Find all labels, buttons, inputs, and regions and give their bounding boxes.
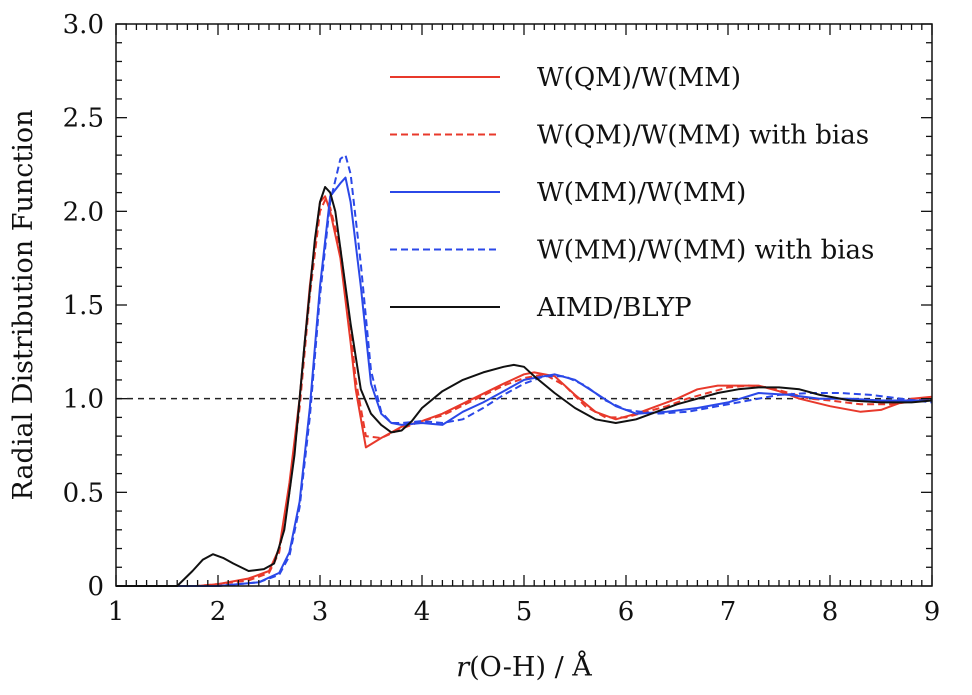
legend-label-2: W(MM)/W(MM) xyxy=(537,178,746,208)
x-tick-label: 4 xyxy=(414,597,431,627)
y-tick-label: 2.0 xyxy=(63,197,104,227)
legend-label-4: AIMD/BLYP xyxy=(536,293,692,323)
x-tick-label: 7 xyxy=(720,597,737,627)
x-tick-label: 8 xyxy=(822,597,839,627)
ticks-layer: 1 2 3 4 5 6 7 8 9 0 0.5 1.0 1.5 2.0 2.5 3.0 xyxy=(63,10,941,627)
x-tick-label: 9 xyxy=(924,597,941,627)
series-layer xyxy=(116,154,933,587)
plot-frame xyxy=(115,23,933,587)
legend-label-0: W(QM)/W(MM) xyxy=(537,63,741,93)
legend-label-3: W(MM)/W(MM) with bias xyxy=(537,236,874,266)
x-axis-label-symbol: r xyxy=(456,652,471,683)
x-tick-label: 6 xyxy=(618,597,635,627)
legend: W(QM)/W(MM) W(QM)/W(MM) with bias W(MM)/W(… xyxy=(390,63,874,323)
y-tick-label: 1.5 xyxy=(63,291,104,321)
x-tick-label: 3 xyxy=(312,597,329,627)
x-tick-label: 5 xyxy=(516,597,533,627)
series-line-3 xyxy=(116,154,933,587)
y-tick-label: 0 xyxy=(87,572,104,602)
x-tick-label: 1 xyxy=(108,597,125,627)
series-line-4 xyxy=(116,186,933,587)
x-axis-label: r(O-H) / Å xyxy=(456,650,592,683)
y-axis-label: Radial Distribution Function xyxy=(8,110,39,501)
y-tick-label: 1.0 xyxy=(63,385,104,415)
x-tick-label: 2 xyxy=(210,597,227,627)
y-tick-label: 2.5 xyxy=(63,104,104,134)
y-tick-label: 3.0 xyxy=(63,10,104,40)
y-tick-label: 0.5 xyxy=(63,478,104,508)
legend-label-1: W(QM)/W(MM) with bias xyxy=(537,121,869,151)
x-axis-label-text: (O-H) / Å xyxy=(469,650,592,683)
